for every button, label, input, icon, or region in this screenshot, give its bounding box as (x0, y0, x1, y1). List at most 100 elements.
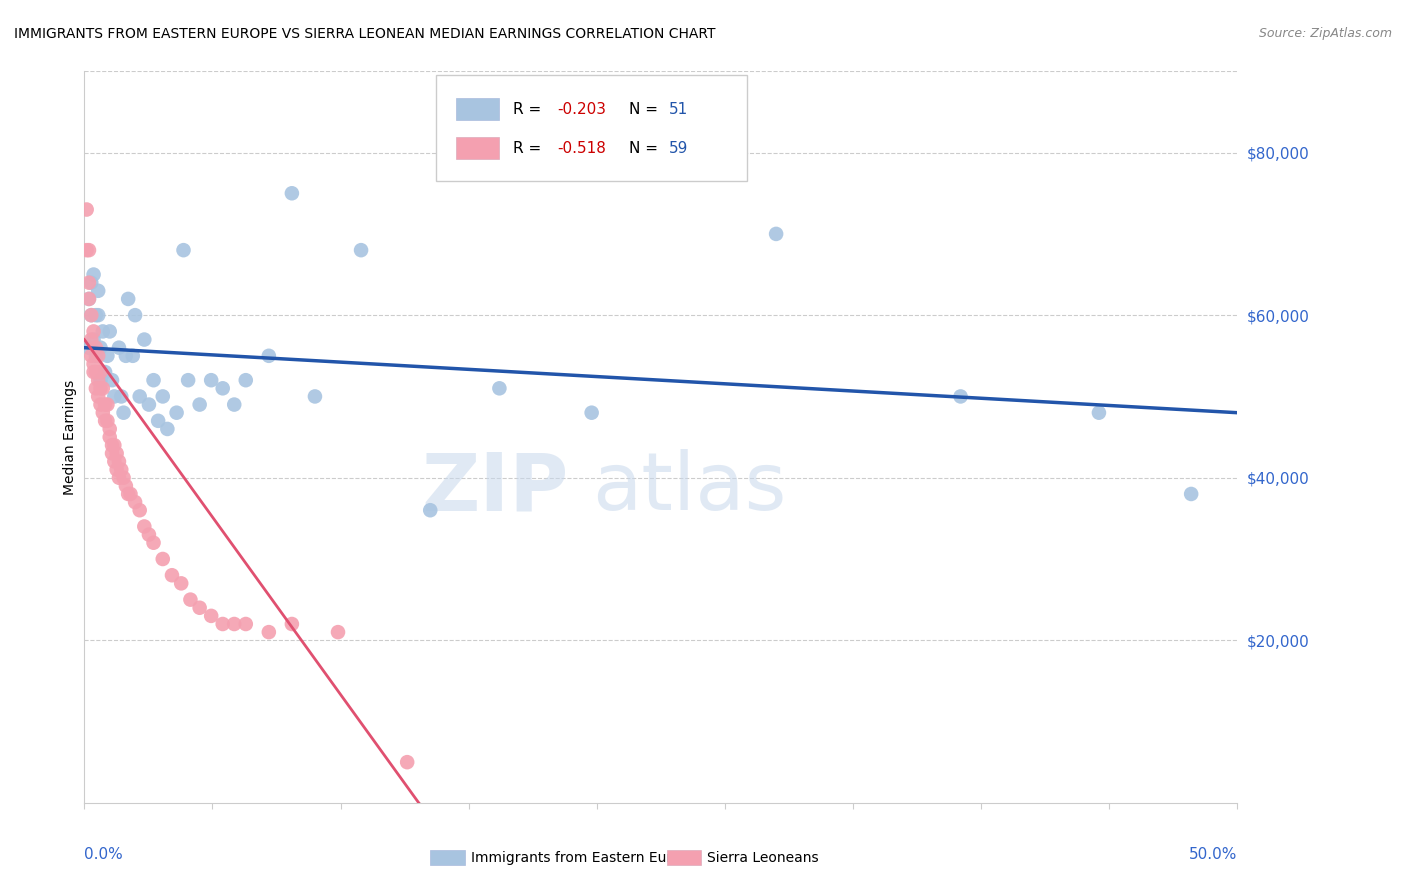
Point (84, 381, 107, 395)
FancyBboxPatch shape (666, 850, 702, 865)
Text: R =: R = (513, 141, 547, 156)
Point (281, 617, 304, 632)
Point (80, 276, 103, 290)
Point (84, 341, 107, 355)
Point (105, 462, 128, 476)
Point (200, 608, 222, 623)
Point (235, 617, 257, 632)
Point (96, 398, 118, 412)
Point (110, 389, 132, 403)
Point (94, 414, 117, 428)
Y-axis label: Median Earnings: Median Earnings (63, 379, 77, 495)
Point (87, 308, 110, 322)
Point (138, 527, 160, 541)
Point (94, 365, 117, 379)
Point (84, 365, 107, 379)
Point (138, 398, 160, 412)
Point (83, 357, 105, 371)
Point (77, 341, 100, 355)
Point (419, 503, 441, 517)
Point (211, 617, 233, 632)
Point (134, 519, 156, 533)
Point (765, 227, 787, 241)
Point (257, 349, 280, 363)
Point (84, 308, 107, 322)
Point (96, 349, 118, 363)
Point (188, 600, 211, 615)
Point (101, 373, 124, 387)
Point (124, 308, 146, 322)
Text: 50.0%: 50.0% (1189, 847, 1237, 862)
Point (101, 438, 124, 452)
Point (179, 592, 201, 607)
Point (166, 406, 188, 420)
Point (121, 349, 143, 363)
Text: 59: 59 (669, 141, 689, 156)
Point (98, 422, 121, 436)
Point (94, 398, 117, 412)
Point (77, 243, 100, 257)
Text: Sierra Leoneans: Sierra Leoneans (707, 851, 818, 864)
Point (96, 414, 118, 428)
Point (101, 446, 124, 460)
Point (77, 292, 100, 306)
Point (76, 202, 98, 217)
Point (188, 398, 211, 412)
Point (128, 389, 150, 403)
Point (84, 349, 107, 363)
Text: atlas: atlas (592, 450, 786, 527)
Point (80, 333, 103, 347)
Point (142, 535, 165, 549)
Point (89, 365, 111, 379)
Point (76, 243, 98, 257)
Point (146, 414, 169, 428)
Point (80, 308, 103, 322)
FancyBboxPatch shape (430, 850, 465, 865)
FancyBboxPatch shape (436, 75, 748, 181)
Point (108, 454, 131, 468)
Point (173, 243, 195, 257)
Point (224, 617, 246, 632)
Point (120, 487, 142, 501)
Text: 0.0%: 0.0% (84, 847, 124, 862)
Point (304, 389, 326, 403)
FancyBboxPatch shape (456, 137, 499, 159)
Text: -0.203: -0.203 (557, 102, 606, 117)
Point (257, 625, 280, 640)
Text: Immigrants from Eastern Europe: Immigrants from Eastern Europe (471, 851, 697, 864)
Text: N =: N = (628, 141, 662, 156)
Point (87, 284, 110, 298)
Point (89, 381, 111, 395)
Point (152, 552, 174, 566)
Point (177, 373, 200, 387)
Point (128, 503, 150, 517)
Point (89, 373, 111, 387)
Point (211, 381, 233, 395)
Text: Source: ZipAtlas.com: Source: ZipAtlas.com (1258, 27, 1392, 40)
Point (80, 349, 103, 363)
Point (115, 479, 138, 493)
Point (77, 292, 100, 306)
Point (396, 755, 419, 769)
Text: -0.518: -0.518 (557, 141, 606, 156)
Point (200, 373, 222, 387)
Point (87, 373, 110, 387)
Point (134, 333, 156, 347)
Point (103, 454, 125, 468)
Point (488, 381, 510, 395)
Point (108, 341, 131, 355)
Point (80, 308, 103, 322)
Point (83, 325, 105, 339)
Point (103, 438, 125, 452)
Point (83, 268, 105, 282)
Point (112, 406, 135, 420)
Point (350, 243, 373, 257)
Point (949, 389, 972, 403)
Point (224, 398, 246, 412)
Point (581, 406, 603, 420)
Point (87, 349, 110, 363)
Point (110, 462, 132, 476)
Point (160, 568, 183, 582)
Point (1180, 487, 1202, 501)
Point (83, 365, 105, 379)
